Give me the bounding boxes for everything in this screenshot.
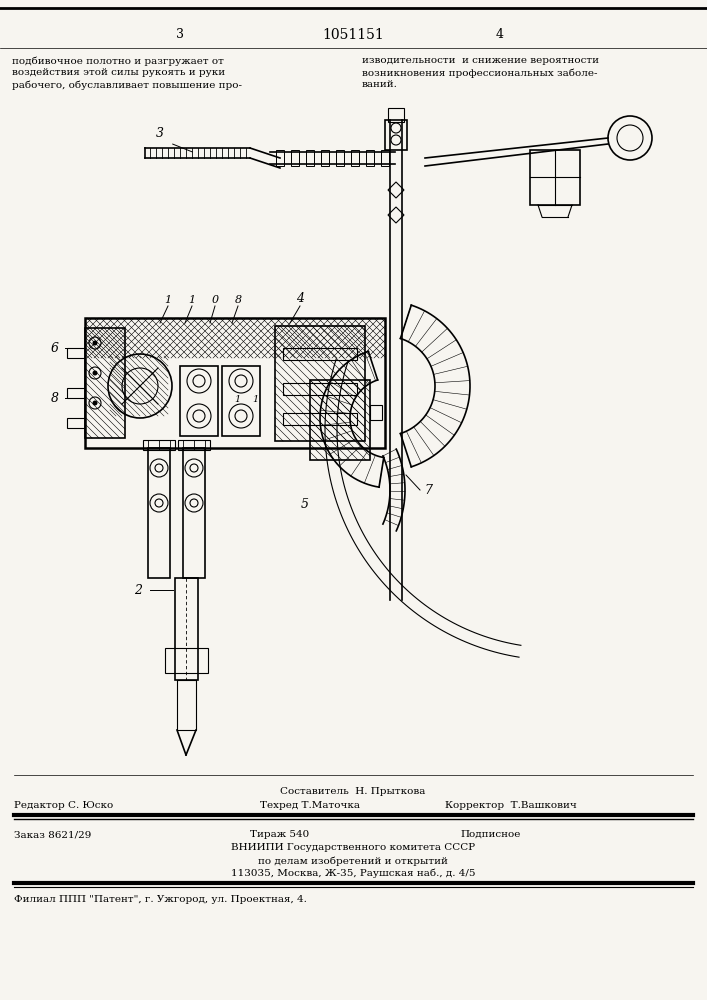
Bar — [175, 578, 198, 680]
Bar — [381, 150, 389, 166]
Bar — [165, 648, 208, 673]
Bar — [85, 318, 385, 448]
Bar — [366, 150, 374, 166]
Text: Составитель  Н. Прыткова: Составитель Н. Прыткова — [280, 787, 426, 796]
Text: Подписное: Подписное — [460, 830, 520, 839]
Bar — [321, 150, 329, 166]
Bar — [177, 680, 196, 730]
Text: 4: 4 — [496, 28, 504, 41]
Bar — [222, 366, 260, 436]
Bar — [385, 120, 407, 150]
Text: 3: 3 — [176, 28, 184, 41]
Text: Тираж 540: Тираж 540 — [250, 830, 309, 839]
Text: Техред Т.Маточка: Техред Т.Маточка — [260, 801, 360, 810]
Bar — [183, 448, 205, 578]
Circle shape — [93, 400, 98, 406]
Bar — [336, 150, 344, 166]
Text: 1051151: 1051151 — [322, 28, 384, 42]
Text: 7: 7 — [424, 484, 432, 496]
Bar — [143, 440, 175, 450]
Text: изводительности  и снижение вероятности
возникновения профессиональных заболе-
в: изводительности и снижение вероятности в… — [362, 56, 599, 89]
Text: 0: 0 — [211, 295, 218, 305]
Circle shape — [93, 340, 98, 346]
Text: подбивочное полотно и разгружает от
воздействия этой силы рукоять и руки
рабочег: подбивочное полотно и разгружает от возд… — [12, 56, 242, 90]
Text: 1: 1 — [189, 295, 196, 305]
Bar — [370, 405, 382, 420]
Bar — [276, 150, 284, 166]
Text: 1: 1 — [165, 295, 172, 305]
Bar — [530, 150, 580, 205]
Text: 8: 8 — [51, 391, 59, 404]
Bar — [283, 413, 357, 425]
Text: ВНИИПИ Государственного комитета СССР: ВНИИПИ Государственного комитета СССР — [231, 843, 475, 852]
Text: 3: 3 — [156, 127, 164, 140]
Text: Редактор С. Юско: Редактор С. Юско — [14, 801, 113, 810]
Bar — [283, 348, 357, 360]
Text: Филиал ППП "Патент", г. Ужгород, ул. Проектная, 4.: Филиал ППП "Патент", г. Ужгород, ул. Про… — [14, 895, 307, 904]
Text: 6: 6 — [51, 342, 59, 355]
Text: 4: 4 — [296, 292, 304, 304]
Bar — [67, 388, 85, 398]
Text: 5: 5 — [301, 498, 309, 512]
Bar — [306, 150, 314, 166]
Bar — [388, 108, 404, 122]
Bar — [85, 328, 125, 438]
Bar — [351, 150, 359, 166]
Bar — [275, 326, 365, 441]
Bar — [180, 366, 218, 436]
Bar — [148, 448, 170, 578]
Text: Корректор  Т.Вашкович: Корректор Т.Вашкович — [445, 801, 577, 810]
Bar — [67, 348, 85, 358]
Text: 2: 2 — [134, 584, 142, 596]
Bar — [310, 380, 370, 460]
Text: 1: 1 — [252, 395, 258, 404]
Text: 1: 1 — [234, 395, 240, 404]
Bar — [67, 418, 85, 428]
Bar — [178, 440, 210, 450]
Text: 8: 8 — [235, 295, 242, 305]
Bar — [291, 150, 299, 166]
Text: 113035, Москва, Ж-35, Раушская наб., д. 4/5: 113035, Москва, Ж-35, Раушская наб., д. … — [230, 869, 475, 879]
Text: Заказ 8621/29: Заказ 8621/29 — [14, 830, 91, 839]
Bar — [283, 383, 357, 395]
Circle shape — [93, 370, 98, 375]
Text: по делам изобретений и открытий: по делам изобретений и открытий — [258, 856, 448, 865]
